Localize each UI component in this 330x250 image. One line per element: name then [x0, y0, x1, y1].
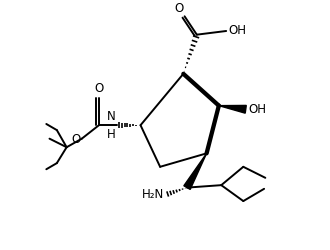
Text: H: H — [107, 128, 116, 141]
Polygon shape — [184, 153, 207, 190]
Polygon shape — [219, 106, 246, 113]
Text: O: O — [71, 133, 81, 146]
Text: N: N — [107, 110, 116, 123]
Text: O: O — [94, 82, 104, 95]
Text: O: O — [174, 2, 183, 15]
Text: OH: OH — [248, 103, 266, 116]
Text: OH: OH — [228, 24, 246, 37]
Text: H₂N: H₂N — [142, 188, 164, 201]
